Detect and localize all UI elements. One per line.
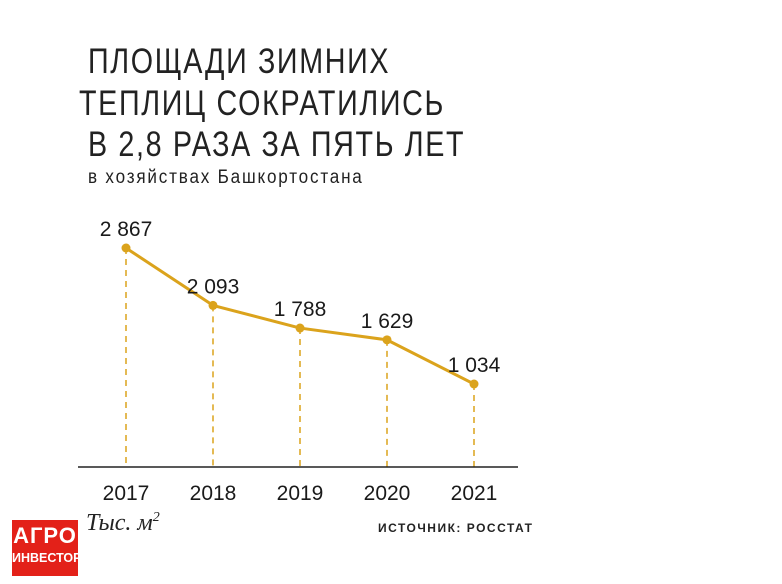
- title-line-2: ТЕПЛИЦ СОКРАТИЛИСЬ: [79, 84, 445, 123]
- agroinvestor-logo: АГРО ИНВЕСТОР: [12, 520, 82, 576]
- source-label: ИСТОЧНИК: РОССТАТ: [378, 521, 534, 535]
- value-label-2019: 1 788: [274, 298, 327, 321]
- value-label-2018: 2 093: [187, 275, 240, 298]
- unit-text: Тыс. м: [86, 510, 153, 536]
- data-point-2021: [469, 379, 479, 389]
- x-tick-label-2021: 2021: [451, 482, 498, 505]
- data-point-2018: [208, 300, 218, 310]
- title-line-3: В 2,8 РАЗА ЗА ПЯТЬ ЛЕТ: [88, 125, 466, 164]
- data-point-2020: [382, 335, 392, 345]
- unit-power: 2: [152, 510, 160, 525]
- value-label-2017: 2 867: [100, 218, 153, 241]
- data-point-2017: [121, 243, 131, 253]
- logo-line-1: АГРО: [13, 523, 77, 548]
- logo-line-2: ИНВЕСТОР: [12, 551, 82, 565]
- x-tick-label-2019: 2019: [277, 482, 324, 505]
- chart-subtitle: в хозяйствах Башкортостана: [88, 167, 364, 188]
- title-line-1: ПЛОЩАДИ ЗИМНИХ: [88, 42, 391, 81]
- x-tick-label-2020: 2020: [364, 482, 411, 505]
- x-tick-label-2018: 2018: [190, 482, 237, 505]
- data-point-2019: [295, 323, 305, 333]
- value-label-2020: 1 629: [361, 310, 414, 333]
- value-label-2021: 1 034: [448, 354, 501, 377]
- unit-label: Тыс. м2: [86, 510, 160, 537]
- x-tick-label-2017: 2017: [103, 482, 150, 505]
